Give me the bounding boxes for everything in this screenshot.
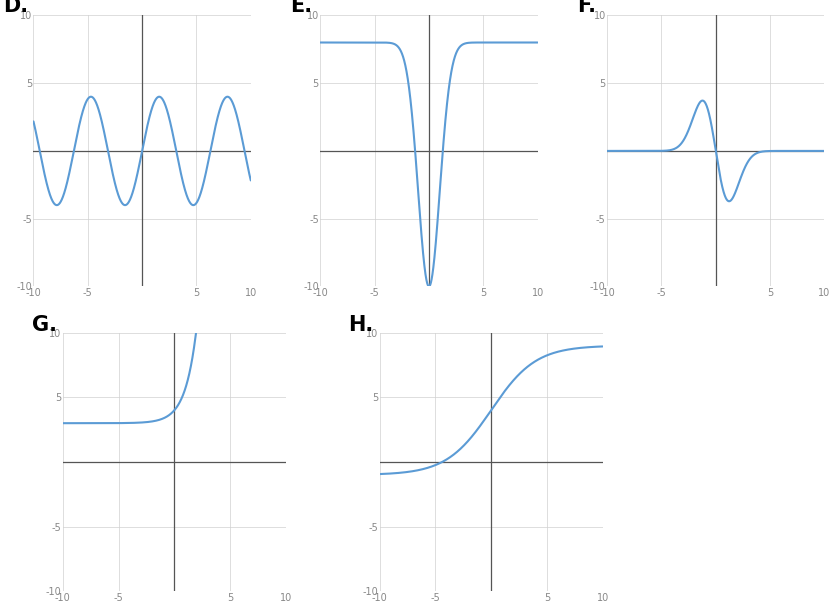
Text: H.: H. [348,315,373,334]
Text: F.: F. [576,0,595,17]
Text: D.: D. [3,0,28,17]
Text: E.: E. [289,0,312,17]
Text: G.: G. [32,315,57,334]
